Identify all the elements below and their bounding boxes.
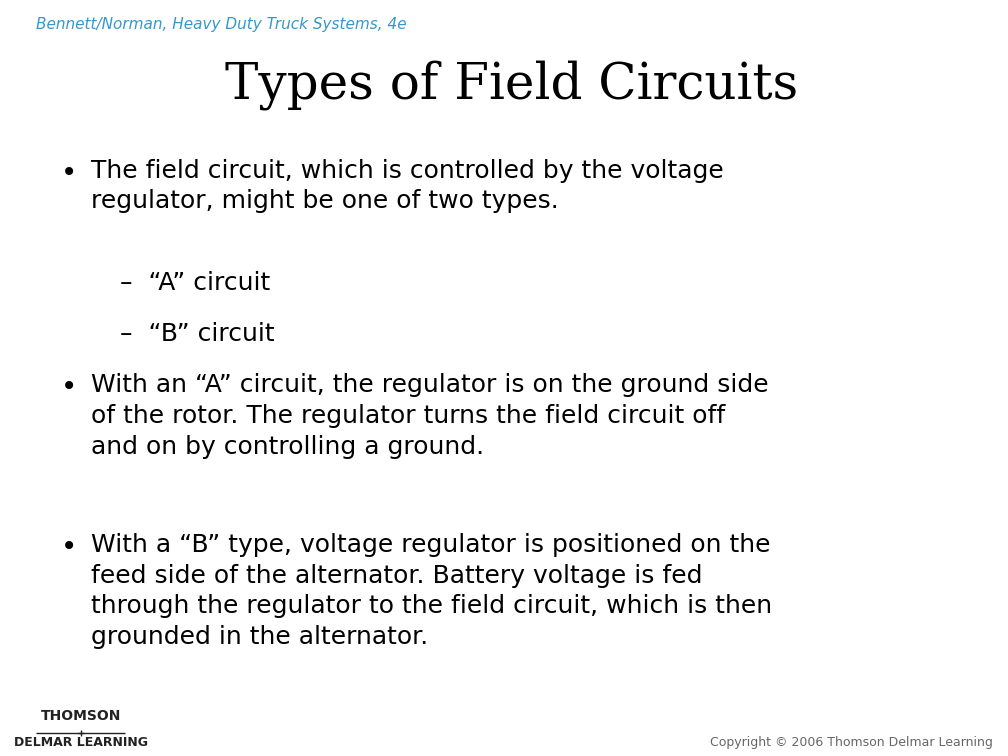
Text: With a “B” type, voltage regulator is positioned on the
feed side of the alterna: With a “B” type, voltage regulator is po… xyxy=(91,533,772,649)
Text: Copyright © 2006 Thomson Delmar Learning: Copyright © 2006 Thomson Delmar Learning xyxy=(711,736,993,749)
Text: •: • xyxy=(60,533,77,561)
Text: Types of Field Circuits: Types of Field Circuits xyxy=(226,60,798,110)
Text: •: • xyxy=(60,159,77,187)
Text: The field circuit, which is controlled by the voltage
regulator, might be one of: The field circuit, which is controlled b… xyxy=(91,159,724,213)
Text: –  “A” circuit: – “A” circuit xyxy=(120,271,270,295)
Text: DELMAR LEARNING: DELMAR LEARNING xyxy=(14,736,148,749)
Text: Bennett/Norman, Heavy Duty Truck Systems, 4e: Bennett/Norman, Heavy Duty Truck Systems… xyxy=(36,17,406,33)
Text: •: • xyxy=(60,373,77,401)
Text: With an “A” circuit, the regulator is on the ground side
of the rotor. The regul: With an “A” circuit, the regulator is on… xyxy=(91,373,768,459)
Text: THOMSON: THOMSON xyxy=(40,709,121,723)
Text: –  “B” circuit: – “B” circuit xyxy=(120,322,275,346)
